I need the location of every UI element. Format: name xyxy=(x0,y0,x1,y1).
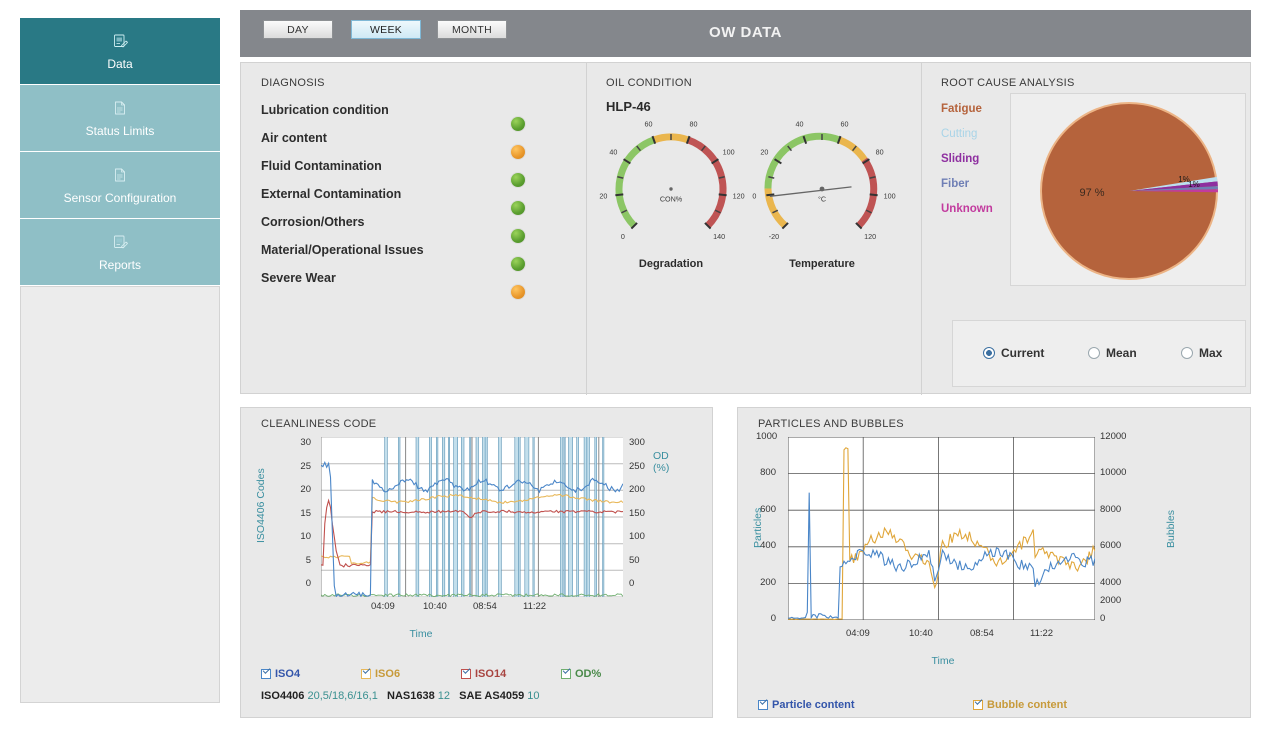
svg-text:80: 80 xyxy=(690,120,698,129)
svg-text:80: 80 xyxy=(876,148,884,157)
svg-text:40: 40 xyxy=(609,148,617,157)
svg-text:100: 100 xyxy=(884,192,896,201)
svg-text:120: 120 xyxy=(733,192,745,201)
svg-text:60: 60 xyxy=(645,120,653,129)
svg-text:140: 140 xyxy=(713,232,725,241)
svg-text:1%: 1% xyxy=(1188,180,1200,189)
svg-text:-20: -20 xyxy=(769,232,779,241)
svg-text:97 %: 97 % xyxy=(1079,187,1104,199)
svg-text:CON%: CON% xyxy=(660,195,683,204)
svg-text:20: 20 xyxy=(599,192,607,201)
svg-text:60: 60 xyxy=(841,120,849,129)
svg-text:120: 120 xyxy=(864,232,876,241)
svg-text:100: 100 xyxy=(723,148,735,157)
svg-text:40: 40 xyxy=(796,120,804,129)
svg-text:°C: °C xyxy=(818,195,826,204)
svg-text:0: 0 xyxy=(752,192,756,201)
svg-text:0: 0 xyxy=(621,232,625,241)
svg-text:20: 20 xyxy=(760,148,768,157)
